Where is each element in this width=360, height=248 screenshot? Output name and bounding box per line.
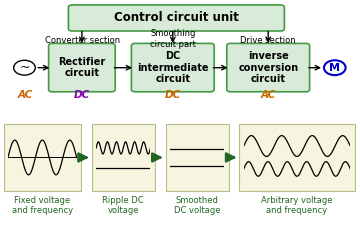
Text: DC: DC bbox=[165, 90, 181, 100]
FancyBboxPatch shape bbox=[49, 43, 115, 92]
Text: Ripple DC
voltage: Ripple DC voltage bbox=[103, 196, 144, 215]
Text: Converter section: Converter section bbox=[45, 36, 120, 45]
Text: Arbitrary voltage
and frequency: Arbitrary voltage and frequency bbox=[261, 196, 333, 215]
Text: inverse
conversion
circuit: inverse conversion circuit bbox=[238, 51, 298, 84]
Text: Rectifier
circuit: Rectifier circuit bbox=[58, 57, 105, 78]
FancyBboxPatch shape bbox=[166, 124, 229, 191]
FancyBboxPatch shape bbox=[131, 43, 214, 92]
Text: Smoothed
DC voltage: Smoothed DC voltage bbox=[174, 196, 220, 215]
Text: AC: AC bbox=[261, 90, 276, 100]
Text: DC
intermediate
circuit: DC intermediate circuit bbox=[137, 51, 208, 84]
FancyBboxPatch shape bbox=[227, 43, 310, 92]
Text: Fixed voltage
and frequency: Fixed voltage and frequency bbox=[12, 196, 73, 215]
FancyBboxPatch shape bbox=[4, 124, 81, 191]
Text: DC: DC bbox=[74, 90, 90, 100]
Text: Smoothing
circuit part: Smoothing circuit part bbox=[150, 30, 196, 49]
Text: ~: ~ bbox=[19, 61, 30, 74]
Text: AC: AC bbox=[18, 90, 33, 100]
FancyBboxPatch shape bbox=[239, 124, 355, 191]
Text: M: M bbox=[329, 63, 340, 73]
Text: Drive section: Drive section bbox=[240, 36, 296, 45]
Text: Control circuit unit: Control circuit unit bbox=[114, 11, 239, 25]
FancyBboxPatch shape bbox=[92, 124, 155, 191]
FancyBboxPatch shape bbox=[68, 5, 284, 31]
